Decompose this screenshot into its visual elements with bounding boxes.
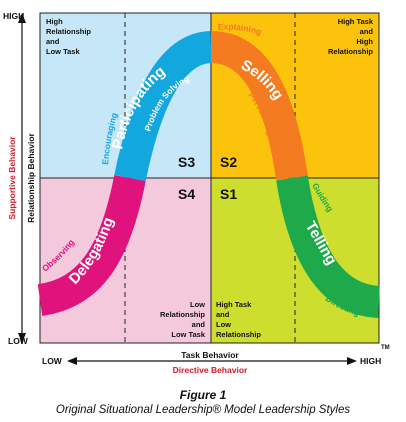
svg-text:High Task: High Task xyxy=(216,300,252,309)
svg-text:and: and xyxy=(360,27,374,36)
y-axis-label-supportive: Supportive Behavior xyxy=(7,136,17,220)
svg-text:Low: Low xyxy=(216,320,231,329)
quadrant-label-top-right: High Task and High Relationship xyxy=(328,17,374,56)
svg-text:Relationship: Relationship xyxy=(46,27,91,36)
curve-segment-telling xyxy=(276,175,381,318)
y-axis-arrowhead-bottom xyxy=(18,333,26,343)
trademark-mark: TM xyxy=(381,345,390,351)
figure-caption-subtitle: Original Situational Leadership® Model L… xyxy=(55,404,351,416)
svg-text:and: and xyxy=(192,320,206,329)
style-s2: S2 xyxy=(220,154,237,170)
x-axis-high: HIGH xyxy=(360,356,381,366)
svg-text:Relationship: Relationship xyxy=(328,47,373,56)
quadrant-label-bottom-right: High Task and Low Relationship xyxy=(216,300,261,339)
style-s1: S1 xyxy=(220,186,237,202)
svg-text:Low Task: Low Task xyxy=(171,330,205,339)
svg-text:Low: Low xyxy=(190,300,205,309)
x-axis-low: LOW xyxy=(42,356,63,366)
svg-text:High Task: High Task xyxy=(338,17,374,26)
y-axis-low: LOW xyxy=(8,336,29,346)
y-axis-arrowhead-top xyxy=(18,13,26,23)
y-axis-high: HIGH xyxy=(3,11,24,21)
figure-caption-title: Figure 1 xyxy=(179,388,227,402)
x-axis-label-directive: Directive Behavior xyxy=(173,365,248,375)
style-s3: S3 xyxy=(178,154,195,170)
x-axis-label-task: Task Behavior xyxy=(181,350,239,360)
curve-segment-participating xyxy=(114,31,213,182)
style-s4: S4 xyxy=(178,186,195,202)
svg-text:Relationship: Relationship xyxy=(160,310,205,319)
y-axis-label-relationship: Relationship Behavior xyxy=(26,132,36,222)
curve-segment-delegating xyxy=(37,174,146,316)
svg-text:High: High xyxy=(46,17,63,26)
curve-segment-selling xyxy=(209,31,308,181)
svg-text:Low Task: Low Task xyxy=(46,47,80,56)
quadrant-label-top-left: High Relationship and Low Task xyxy=(46,17,91,56)
svg-text:High: High xyxy=(356,37,373,46)
x-axis-arrowhead-right xyxy=(347,357,357,365)
svg-text:Relationship: Relationship xyxy=(216,330,261,339)
svg-text:and: and xyxy=(216,310,230,319)
quadrant-label-bottom-left: Low Relationship and Low Task xyxy=(160,300,206,339)
svg-text:and: and xyxy=(46,37,60,46)
x-axis-arrowhead-left xyxy=(67,357,77,365)
